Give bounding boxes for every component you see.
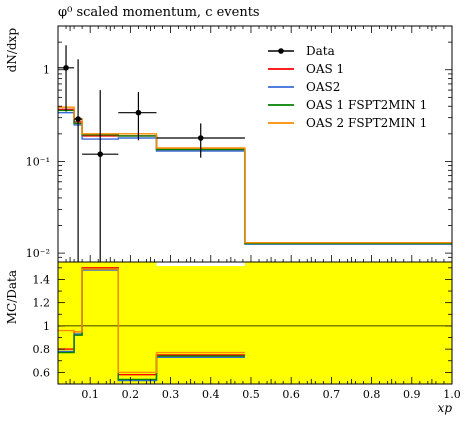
- ratio-uncertainty-band: [58, 262, 452, 384]
- ratio-ytick-label: 0.8: [33, 343, 51, 356]
- legend-label-data: Data: [306, 44, 335, 58]
- data-point-3: [135, 109, 142, 116]
- main-panel: 1 10⁻¹ 10⁻²: [26, 25, 453, 263]
- ratio-ytick-label: 0.6: [33, 366, 51, 379]
- data-point-0: [63, 65, 69, 71]
- legend-marker-data: [278, 48, 284, 54]
- legend: Data OAS 1 OAS2 OAS 1 FSPT2MIN 1 OAS 2 FSPT2…: [268, 44, 427, 130]
- x-tick-label: 0.8: [363, 388, 381, 401]
- x-tick-label: 0.4: [202, 388, 220, 401]
- x-tick-label: 0.2: [122, 388, 140, 401]
- ratio-ytick-label: 1.4: [33, 273, 51, 286]
- main-ytick-label: 10⁻¹: [26, 155, 50, 168]
- legend-label-3: OAS 2 FSPT2MIN 1: [306, 116, 427, 130]
- y-axis-label-ratio: MC/Data: [5, 270, 19, 324]
- ratio-band-gap: [156, 262, 245, 266]
- data-point-1: [75, 116, 81, 122]
- x-tick-label: 0.1: [81, 388, 99, 401]
- x-axis-label: xp: [438, 401, 453, 415]
- x-tick-label: 0.3: [162, 388, 180, 401]
- x-tick-label: 0.5: [242, 388, 260, 401]
- legend-label-0: OAS 1: [306, 62, 344, 76]
- y-axis-label-main: dN/dxp: [5, 28, 19, 73]
- main-ytick-label: 1: [43, 64, 50, 77]
- x-tick-label: 0.6: [282, 388, 300, 401]
- data-point-4: [197, 135, 204, 141]
- mc-ratio-3: [58, 268, 245, 374]
- ratio-panel: 0.6 0.8 1 1.2 1.4 0.1 0.2 0.3 0.4 0.5 0.6 0.7 0.8 0.9…: [33, 261, 461, 401]
- legend-label-2: OAS 1 FSPT2MIN 1: [306, 98, 427, 112]
- data-point-2: [97, 151, 104, 157]
- x-tick-label: 0.7: [323, 388, 341, 401]
- main-plot-area: [58, 26, 452, 262]
- x-tick-label: 0.9: [403, 388, 421, 401]
- ratio-frame: [57, 261, 453, 385]
- x-tick-label: 1.0: [443, 388, 461, 401]
- ratio-ytick-label: 1.2: [33, 297, 51, 310]
- chart-title: φ⁰ scaled momentum, c events: [58, 5, 260, 20]
- main-ytick-label: 10⁻²: [26, 247, 50, 260]
- legend-label-1: OAS2: [306, 80, 340, 94]
- ratio-ytick-label: 1: [43, 320, 50, 333]
- mc-histogram-3: [58, 106, 452, 244]
